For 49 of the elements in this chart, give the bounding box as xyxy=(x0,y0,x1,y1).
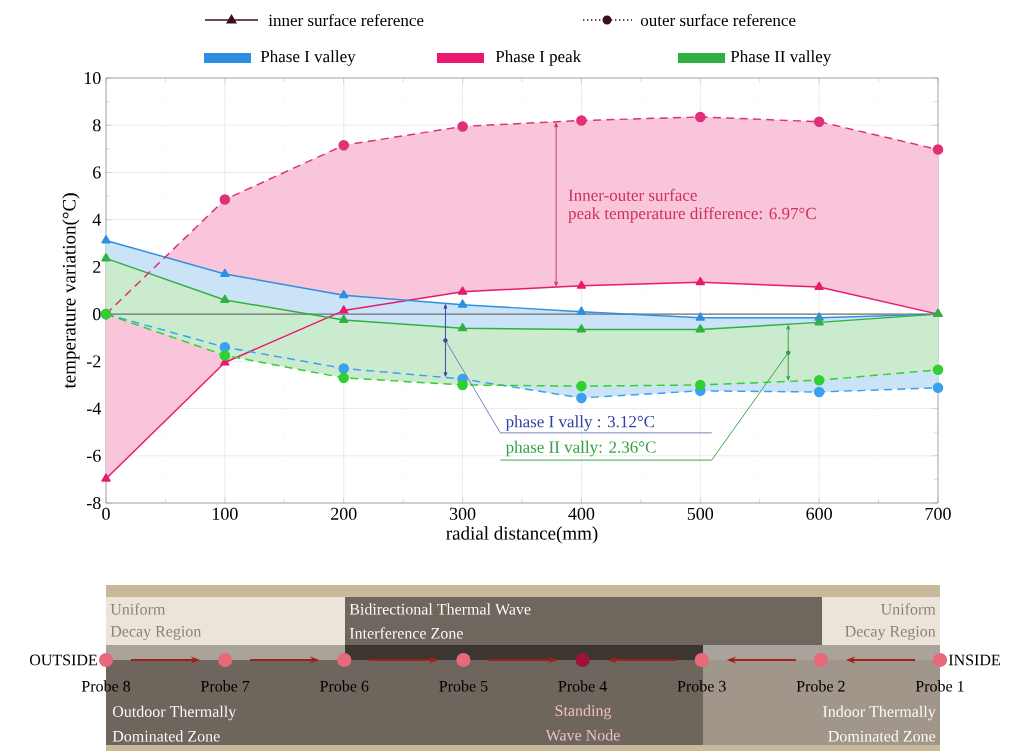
x-tick-label: 300 xyxy=(449,507,476,520)
text: Probe 2 xyxy=(796,680,845,692)
y-tick-label: -4 xyxy=(86,402,102,415)
y-tick-label: -2 xyxy=(86,355,101,368)
text: OUTSIDE xyxy=(29,654,97,666)
text: INSIDE xyxy=(948,654,1000,666)
text: Uniform xyxy=(880,603,936,615)
text: Probe 3 xyxy=(677,680,726,692)
y-tick-label: 2 xyxy=(93,260,101,273)
text: Decay Region xyxy=(110,625,202,641)
y-tick-label: -8 xyxy=(86,496,101,510)
legend-label: Phase I peak xyxy=(495,50,582,66)
text: inner surface reference xyxy=(268,13,424,27)
text: Uniform xyxy=(110,603,166,615)
y-tick-label: 4 xyxy=(92,213,102,226)
text: Probe 6 xyxy=(320,680,369,692)
text: Interference Zone xyxy=(349,627,463,639)
x-tick-label: 100 xyxy=(212,507,238,520)
annotation: Inner-outer surface xyxy=(568,188,697,201)
x-tick-label: 0 xyxy=(102,507,110,520)
text: Probe 7 xyxy=(200,680,250,692)
text: outer surface reference xyxy=(640,13,796,27)
x-axis-title: radial distance(mm) xyxy=(446,526,598,544)
annotation: phase I vally : 3.12°C xyxy=(505,415,655,431)
x-tick-label: 400 xyxy=(568,507,595,520)
annotation: peak temperature difference: 6.97°C xyxy=(568,207,816,223)
y-tick-label: 10 xyxy=(84,71,101,85)
legend-label: Phase II valley xyxy=(730,50,832,66)
annotation: phase II vally: 2.36°C xyxy=(505,440,656,457)
text: Standing xyxy=(555,704,612,720)
text: Probe 4 xyxy=(558,680,607,692)
y-tick-label: 8 xyxy=(92,119,101,132)
text: Dominated Zone xyxy=(828,730,936,742)
text: Dominated Zone xyxy=(112,730,220,742)
text: Wave Node xyxy=(545,729,620,741)
x-tick-label: 500 xyxy=(687,507,714,520)
y-tick-label: 0 xyxy=(92,308,101,321)
text: Bidirectional Thermal Wave xyxy=(349,603,531,615)
y-axis-title: temperature variation(°C) xyxy=(62,193,80,389)
text: Outdoor Thermally xyxy=(112,705,237,721)
x-tick-label: 600 xyxy=(806,507,832,520)
text: Probe 5 xyxy=(439,680,488,692)
text: Decay Region xyxy=(845,625,936,641)
y-tick-label: -6 xyxy=(86,449,101,462)
text: Indoor Thermally xyxy=(823,705,936,721)
y-tick-label: 6 xyxy=(93,166,101,179)
x-tick-label: 200 xyxy=(331,507,357,520)
x-tick-label: 700 xyxy=(925,507,951,520)
legend-label: Phase I valley xyxy=(260,50,356,66)
